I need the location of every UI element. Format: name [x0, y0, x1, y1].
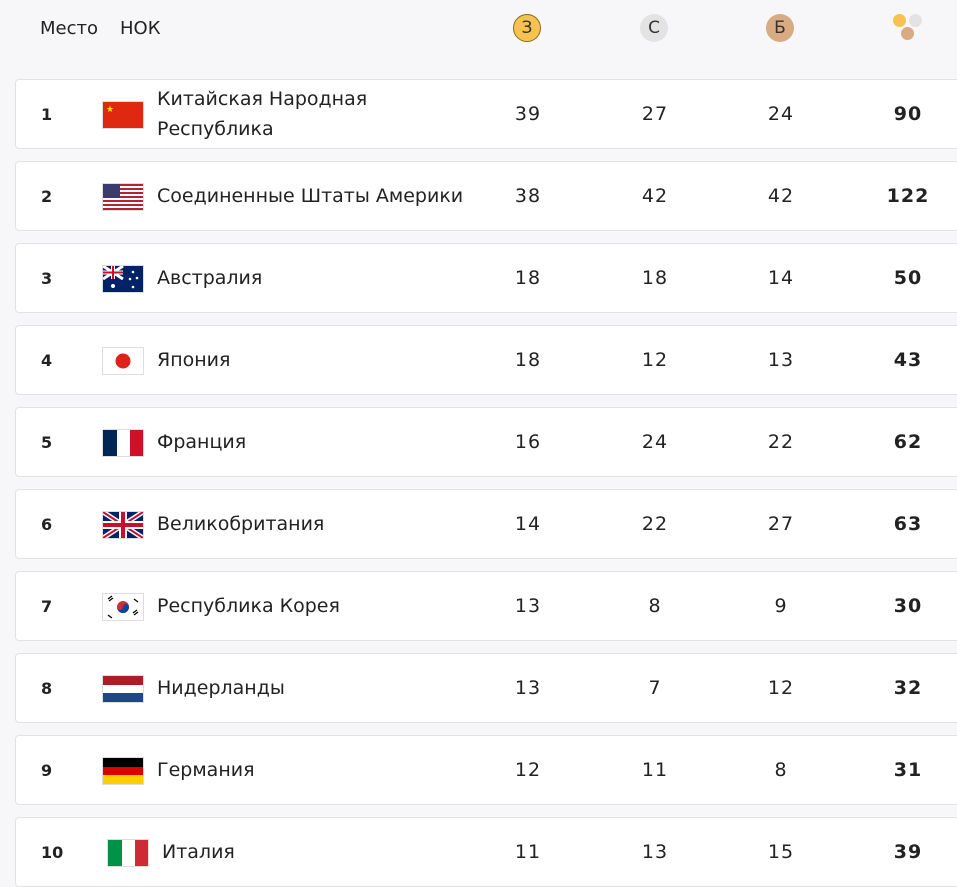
table-row[interactable]: 9 Германия 12 11 8 31	[15, 735, 957, 805]
gold-count: 11	[514, 841, 542, 863]
rank: 5	[41, 432, 53, 452]
country-name[interactable]: Соединенные Штаты Америки	[157, 185, 464, 207]
gold-count: 13	[514, 677, 542, 699]
table-row[interactable]: 1 ★ Китайская Народная Республика 39 27 …	[15, 79, 957, 149]
noc-header[interactable]: НОК	[120, 18, 161, 39]
bronze-count: 8	[774, 759, 788, 781]
table-row[interactable]: 3 Австралия 18 18 14 50	[15, 243, 957, 313]
rank: 1	[41, 104, 53, 124]
flag-uk-icon	[103, 512, 143, 538]
silver-count: 27	[641, 103, 669, 125]
country-name[interactable]: Нидерланды	[157, 677, 285, 699]
rank: 8	[41, 678, 53, 698]
gold-count: 16	[514, 431, 542, 453]
table-row[interactable]: 7 Республика Корея 13 8 9 30	[15, 571, 957, 641]
total-count: 43	[893, 349, 923, 371]
gold-count: 13	[514, 595, 542, 617]
bronze-count: 27	[767, 513, 795, 535]
rank: 6	[41, 514, 53, 534]
gold-count: 14	[514, 513, 542, 535]
table-header: Место НОК З С Б	[0, 14, 957, 44]
country-name[interactable]: Великобритания	[157, 513, 325, 535]
country-name[interactable]: Австралия	[157, 267, 263, 289]
silver-medal-header[interactable]: С	[640, 14, 668, 42]
rank: 7	[41, 596, 53, 616]
total-count: 62	[893, 431, 923, 453]
gold-count: 18	[514, 267, 542, 289]
rank: 4	[41, 350, 53, 370]
total-medals-icon[interactable]	[893, 14, 925, 44]
table-row[interactable]: 6 Великобритания 14 22 27 63	[15, 489, 957, 559]
table-row[interactable]: 8 Нидерланды 13 7 12 32	[15, 653, 957, 723]
silver-count: 24	[641, 431, 669, 453]
country-name[interactable]: Республика Корея	[157, 595, 340, 617]
total-count: 30	[893, 595, 923, 617]
table-row[interactable]: 2 Соединенные Штаты Америки 38 42 42 122	[15, 161, 957, 231]
flag-australia-icon	[103, 266, 143, 292]
bronze-count: 24	[767, 103, 795, 125]
bronze-count: 42	[767, 185, 795, 207]
flag-italy-icon	[108, 840, 148, 866]
total-count: 90	[893, 103, 923, 125]
silver-count: 18	[641, 267, 669, 289]
place-header[interactable]: Место	[40, 18, 98, 39]
rank: 9	[41, 760, 53, 780]
flag-china-icon: ★	[103, 102, 143, 128]
bronze-count: 12	[767, 677, 795, 699]
gold-count: 12	[514, 759, 542, 781]
svg-text:★: ★	[106, 105, 114, 115]
flag-germany-icon	[103, 758, 143, 784]
country-name[interactable]: Франция	[157, 431, 247, 453]
country-name[interactable]: Италия	[162, 841, 235, 863]
flag-japan-icon	[103, 348, 143, 374]
country-name[interactable]: Япония	[157, 349, 231, 371]
table-row[interactable]: 4 Япония 18 12 13 43	[15, 325, 957, 395]
bronze-medal-header[interactable]: Б	[766, 14, 794, 42]
silver-count: 42	[641, 185, 669, 207]
table-row[interactable]: 5 Франция 16 24 22 62	[15, 407, 957, 477]
total-count: 63	[893, 513, 923, 535]
bronze-count: 22	[767, 431, 795, 453]
total-count: 31	[893, 759, 923, 781]
silver-count: 8	[648, 595, 662, 617]
flag-france-icon	[103, 430, 143, 456]
rank: 3	[41, 268, 53, 288]
total-count: 50	[893, 267, 923, 289]
gold-count: 38	[514, 185, 542, 207]
total-count: 32	[893, 677, 923, 699]
gold-count: 39	[514, 103, 542, 125]
bronze-count: 9	[774, 595, 788, 617]
country-name[interactable]: Германия	[157, 759, 255, 781]
silver-count: 11	[641, 759, 669, 781]
bronze-count: 13	[767, 349, 795, 371]
total-count: 39	[893, 841, 923, 863]
silver-count: 12	[641, 349, 669, 371]
gold-medal-header[interactable]: З	[513, 14, 541, 42]
bronze-count: 15	[767, 841, 795, 863]
table-row[interactable]: 10 Италия 11 13 15 39	[15, 817, 957, 887]
flag-netherlands-icon	[103, 676, 143, 702]
gold-count: 18	[514, 349, 542, 371]
silver-count: 7	[648, 677, 662, 699]
rank: 2	[41, 186, 53, 206]
silver-count: 13	[641, 841, 669, 863]
bronze-count: 14	[767, 267, 795, 289]
flag-usa-icon	[103, 184, 143, 210]
country-name[interactable]: Китайская Народная Республика	[157, 88, 368, 140]
silver-count: 22	[641, 513, 669, 535]
rank: 10	[41, 842, 64, 862]
flag-korea-icon	[103, 594, 143, 620]
total-count: 122	[886, 185, 930, 207]
